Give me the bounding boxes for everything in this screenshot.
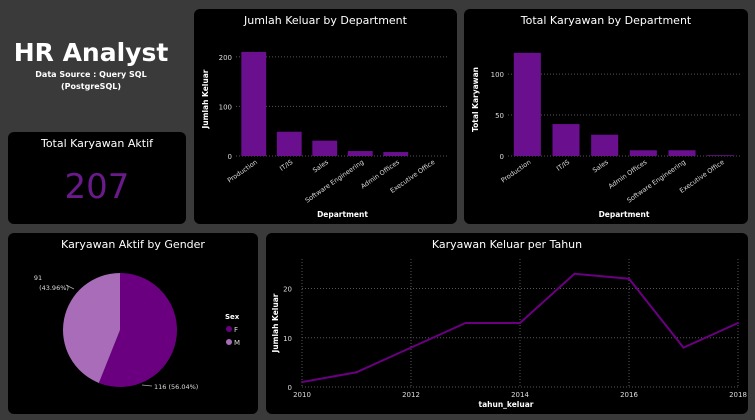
label-leader: [141, 384, 153, 387]
x-axis-title: tahun_keluar: [479, 400, 534, 409]
legend-title: Sex: [225, 313, 240, 321]
x-axis-title: Department: [317, 210, 368, 219]
data-point: [519, 322, 521, 324]
data-label-F: 116 (56.04%): [154, 383, 198, 391]
x-tick-label: 2012: [402, 391, 420, 399]
bar: [707, 155, 735, 156]
x-tick-label: Production: [500, 158, 533, 184]
data-point: [355, 371, 358, 374]
x-tick-label: Sales: [591, 158, 610, 175]
bar: [312, 140, 338, 156]
x-tick-label: 2016: [620, 391, 638, 399]
chart-title: Jumlah Keluar by Department: [244, 14, 407, 27]
y-tick-label: 0: [228, 153, 232, 161]
data-label-M-value: 91: [34, 274, 42, 282]
x-tick-label: Sales: [311, 158, 330, 175]
chart-panel-gender[interactable]: Karyawan Aktif by Gender 116 (56.04%) 91 (…: [8, 233, 258, 414]
x-tick-label: IT/IS: [555, 158, 571, 173]
y-tick-label: 10: [283, 335, 292, 343]
data-point: [301, 381, 303, 384]
chart-title: Karyawan Keluar per Tahun: [431, 238, 583, 251]
bar: [383, 152, 409, 156]
y-axis-title: Jumlah Keluar: [271, 293, 280, 353]
y-tick-label: 20: [283, 286, 292, 294]
chart-title: Karyawan Aktif by Gender: [61, 238, 205, 251]
data-point: [410, 346, 412, 349]
bar: [347, 151, 373, 156]
kpi-card[interactable]: Total Karyawan Aktif 207: [8, 132, 186, 224]
data-point: [737, 322, 739, 324]
kpi-title: Total Karyawan Aktif: [40, 137, 154, 150]
legend-label: F: [234, 326, 238, 334]
x-tick-label: 2010: [293, 391, 311, 399]
header-data-source: Data Source : Query SQL: [35, 70, 147, 79]
y-tick-label: 100: [219, 103, 232, 111]
header-title: HR Analyst: [13, 38, 169, 67]
pie-slice-F: [98, 273, 177, 387]
y-axis-title: Jumlah Keluar: [201, 69, 210, 129]
chart-gender-pie: 116 (56.04%) 91 (43.96%) Sex FM: [34, 273, 240, 391]
y-tick-label: 200: [219, 54, 232, 62]
chart-keluar-per-tahun: 0 10 20 2010 2012 2014 2016 2018 tahun_keluar Jum…: [271, 259, 747, 409]
x-tick-label: IT/IS: [278, 158, 294, 173]
bar: [241, 51, 267, 157]
chart-title: Total Karyawan by Department: [520, 14, 692, 27]
data-point: [573, 272, 576, 275]
label-leader: [65, 284, 75, 290]
y-axis-title: Total Karyawan: [471, 67, 480, 132]
x-tick-label: 2014: [511, 391, 529, 399]
x-axis-title: Department: [599, 210, 650, 219]
y-tick-label: 0: [288, 384, 292, 392]
x-tick-label: Production: [226, 158, 259, 184]
header-data-source-detail: (PostgreSQL): [60, 82, 121, 91]
y-tick-label: 0: [500, 153, 504, 161]
x-tick-label: Software Engineering: [304, 158, 366, 205]
bar: [513, 52, 541, 156]
bar: [276, 131, 302, 156]
pie-slice-M: [62, 273, 120, 383]
legend-marker: [226, 339, 232, 345]
y-tick-label: 50: [495, 112, 504, 120]
data-point: [464, 322, 467, 324]
chart-panel-jumlah-keluar[interactable]: Jumlah Keluar by Department 0 100 200 Produ…: [194, 9, 457, 224]
bar: [629, 150, 657, 156]
bar: [668, 150, 696, 156]
data-point: [628, 277, 630, 280]
x-tick-label: 2018: [729, 391, 747, 399]
data-label-M-percent: (43.96%): [39, 284, 69, 292]
chart-panel-keluar-per-tahun[interactable]: Karyawan Keluar per Tahun 0 10 20 2010 2012 2…: [266, 233, 748, 414]
bar: [591, 134, 619, 156]
data-point: [682, 346, 685, 349]
legend-label: M: [234, 339, 240, 347]
bar: [552, 124, 580, 156]
kpi-value: 207: [64, 167, 130, 207]
legend-marker: [226, 326, 232, 332]
series-line: [301, 272, 739, 384]
chart-panel-total-karyawan[interactable]: Total Karyawan by Department 0 50 100 Produ…: [464, 9, 748, 224]
y-tick-label: 100: [491, 71, 504, 79]
